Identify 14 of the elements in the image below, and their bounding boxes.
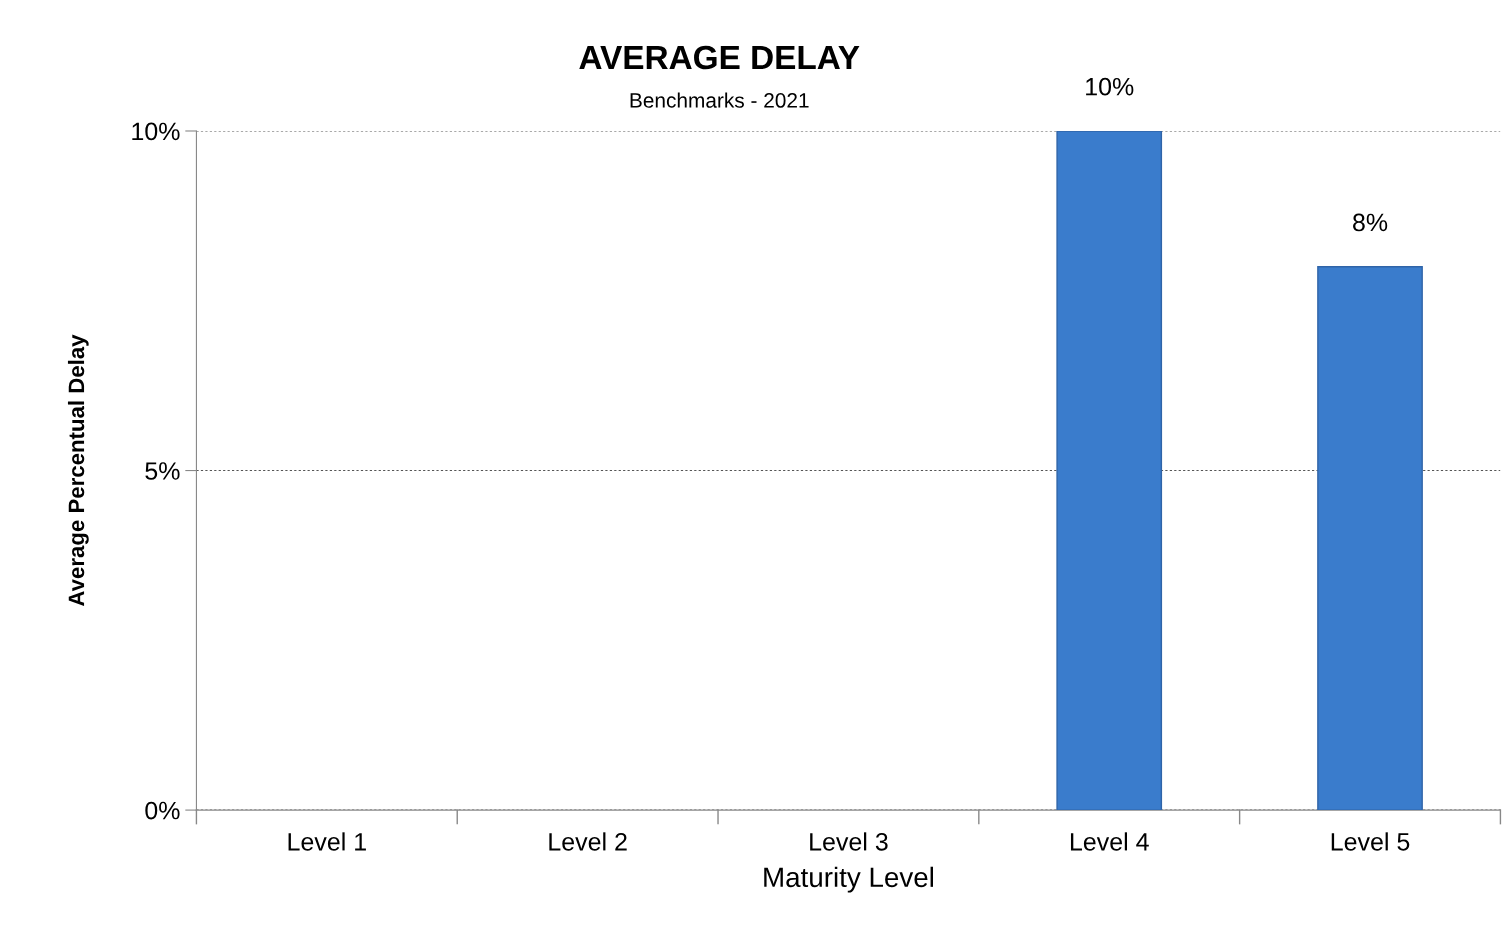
x-axis-title: Maturity Level	[764, 866, 934, 893]
data-label: 8%	[1353, 213, 1388, 232]
data-label: 10%	[1086, 77, 1134, 96]
x-tick-label: Level 5	[1331, 832, 1410, 851]
x-tick-label: Level 2	[549, 832, 627, 851]
chart-subtitle: Benchmarks - 2021	[630, 92, 809, 108]
x-tick-label: Level 1	[288, 832, 366, 851]
y-tick-label: 5%	[145, 462, 180, 480]
x-tick-label: Level 3	[810, 832, 888, 851]
y-tick-label: 10%	[132, 122, 180, 141]
chart-title: AVERAGE DELAY	[579, 45, 860, 70]
y-axis-title: Average Percentual Delay	[67, 334, 89, 607]
x-tick-label: Level 4	[1070, 832, 1149, 851]
y-tick-label: 0%	[145, 801, 180, 820]
